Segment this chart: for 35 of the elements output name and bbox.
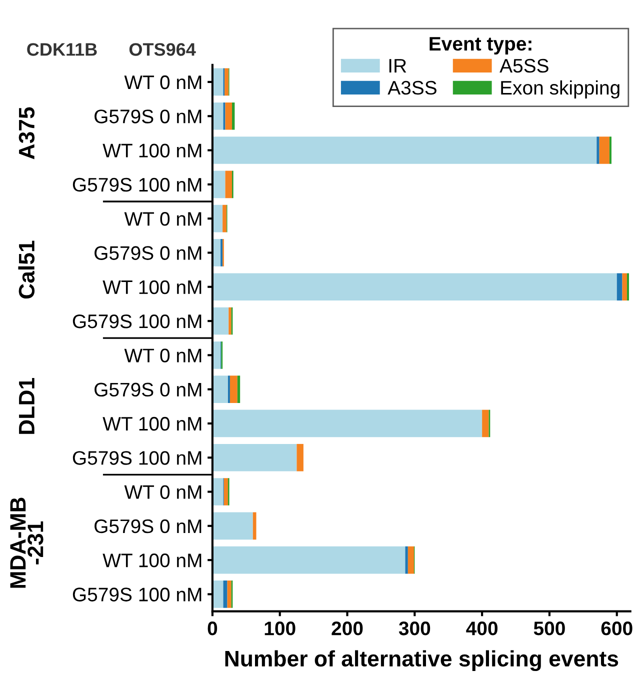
- legend-label: A3SS: [388, 80, 436, 95]
- y-tick-label: G579S 0 nM: [94, 246, 202, 260]
- x-tick-label: 400: [466, 622, 498, 636]
- y-tick-label: WT 100 nM: [102, 280, 202, 294]
- y-tick-label: G579S 100 nM: [72, 451, 202, 465]
- text: Cal51: [18, 240, 35, 299]
- y-tick-label: WT 0 nM: [124, 212, 202, 226]
- text: OTS964: [129, 43, 196, 56]
- y-tick-label: WT 100 nM: [102, 416, 202, 431]
- y-tick-label: G579S 0 nM: [94, 519, 202, 534]
- x-tick-label: 200: [332, 622, 363, 636]
- y-tick-label: WT 0 nM: [124, 485, 202, 499]
- legend-label: A5SS: [500, 58, 548, 73]
- y-tick-label: WT 100 nM: [102, 554, 202, 568]
- text: DLD1: [19, 378, 34, 434]
- y-tick-label: G579S 100 nM: [72, 178, 202, 192]
- y-tick-label: WT 100 nM: [102, 144, 202, 158]
- legend-title: Event type:: [430, 37, 532, 54]
- legend-label: Exon skipping: [501, 80, 620, 99]
- x-tick-label: 100: [264, 622, 296, 636]
- y-tick-label: G579S 0 nM: [94, 382, 202, 397]
- text: MDA-MB -231: [10, 498, 44, 588]
- y-tick-label: G579S 100 nM: [72, 314, 202, 328]
- y-tick-label: WT 0 nM: [124, 348, 202, 362]
- x-tick-label: 0: [208, 622, 218, 636]
- x-tick-label: 600: [601, 622, 632, 636]
- y-tick-label: WT 0 nM: [124, 75, 202, 90]
- y-tick-label: G579S 100 nM: [72, 588, 202, 602]
- x-tick-label: 300: [398, 622, 430, 636]
- legend-label: IR: [389, 59, 406, 72]
- y-tick-label: G579S 0 nM: [94, 110, 202, 124]
- text: CDK11B: [27, 43, 97, 56]
- x-axis-title: Number of alternative splicing events: [225, 650, 618, 672]
- x-tick-label: 500: [534, 622, 565, 636]
- text: A375: [18, 107, 35, 160]
